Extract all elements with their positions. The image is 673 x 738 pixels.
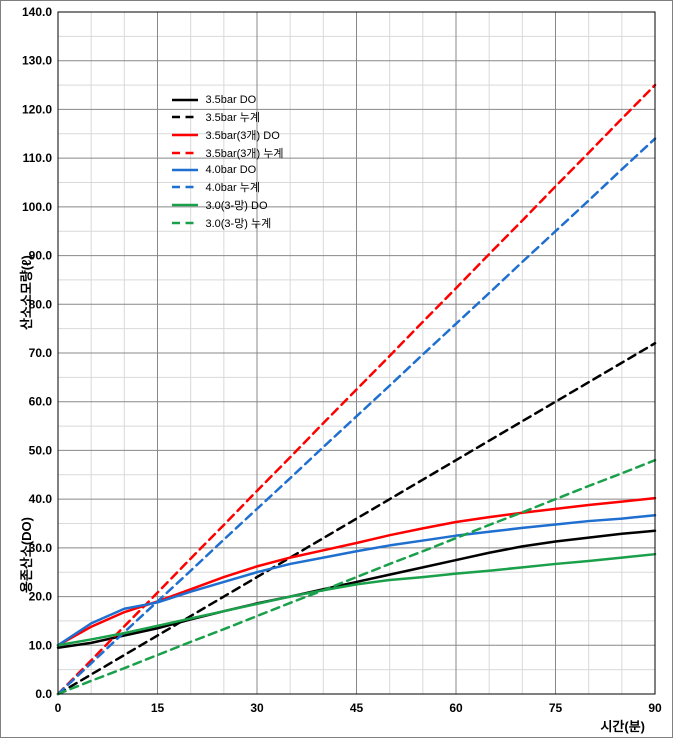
legend: 3.5bar DO 3.5bar 누계 3.5bar(3개) DO 3.5bar(3개… bbox=[165, 87, 289, 237]
legend-swatch bbox=[171, 198, 199, 212]
x-tick-label: 90 bbox=[648, 701, 662, 715]
legend-item: 3.5bar 누계 bbox=[171, 109, 283, 125]
legend-swatch bbox=[171, 110, 199, 124]
y-tick-label: 110.0 bbox=[23, 151, 53, 165]
legend-label: 3.5bar 누계 bbox=[205, 109, 260, 125]
x-tick-label: 45 bbox=[350, 701, 364, 715]
legend-swatch bbox=[171, 163, 199, 177]
x-tick-label: 30 bbox=[250, 701, 264, 715]
legend-item: 3.5bar DO bbox=[171, 93, 283, 107]
legend-item: 3.0(3-망) 누계 bbox=[171, 215, 283, 231]
x-tick-label: 0 bbox=[55, 701, 62, 715]
y-tick-label: 120.0 bbox=[22, 102, 52, 116]
y-tick-label: 10.0 bbox=[29, 638, 53, 652]
legend-label: 3.5bar(3개) DO bbox=[205, 127, 279, 143]
x-tick-label: 60 bbox=[449, 701, 463, 715]
legend-label: 4.0bar DO bbox=[205, 164, 256, 176]
x-tick-label: 15 bbox=[151, 701, 165, 715]
legend-label: 3.0(3-망) DO bbox=[205, 197, 267, 213]
y-tick-label: 60.0 bbox=[29, 395, 53, 409]
legend-item: 4.0bar DO bbox=[171, 163, 283, 177]
legend-item: 3.5bar(3개) DO bbox=[171, 127, 283, 143]
x-axis-title: 시간(분) bbox=[600, 716, 645, 735]
y-tick-label: 140.0 bbox=[22, 5, 52, 19]
legend-item: 3.0(3-망) DO bbox=[171, 197, 283, 213]
y-axis-title-lower: 용존산소(DO) bbox=[16, 517, 35, 593]
legend-label: 4.0bar 누계 bbox=[205, 179, 260, 195]
y-tick-label: 70.0 bbox=[29, 346, 53, 360]
legend-swatch bbox=[171, 180, 199, 194]
legend-swatch bbox=[171, 128, 199, 142]
legend-swatch bbox=[171, 146, 199, 160]
y-axis-title-upper: 산소소모량(ℓ) bbox=[16, 255, 35, 330]
legend-label: 3.0(3-망) 누계 bbox=[205, 215, 271, 231]
chart-svg: 01530456075900.010.020.030.040.050.060.0… bbox=[0, 0, 673, 738]
legend-item: 3.5bar(3개) 누계 bbox=[171, 145, 283, 161]
legend-item: 4.0bar 누계 bbox=[171, 179, 283, 195]
y-tick-label: 0.0 bbox=[35, 687, 52, 701]
x-tick-label: 75 bbox=[549, 701, 563, 715]
y-tick-label: 50.0 bbox=[29, 443, 53, 457]
y-tick-label: 100.0 bbox=[22, 200, 52, 214]
y-tick-label: 130.0 bbox=[22, 54, 52, 68]
chart-container: 01530456075900.010.020.030.040.050.060.0… bbox=[0, 0, 673, 738]
legend-label: 3.5bar(3개) 누계 bbox=[205, 145, 283, 161]
legend-swatch bbox=[171, 216, 199, 230]
legend-label: 3.5bar DO bbox=[205, 94, 256, 106]
legend-swatch bbox=[171, 93, 199, 107]
y-tick-label: 40.0 bbox=[29, 492, 53, 506]
